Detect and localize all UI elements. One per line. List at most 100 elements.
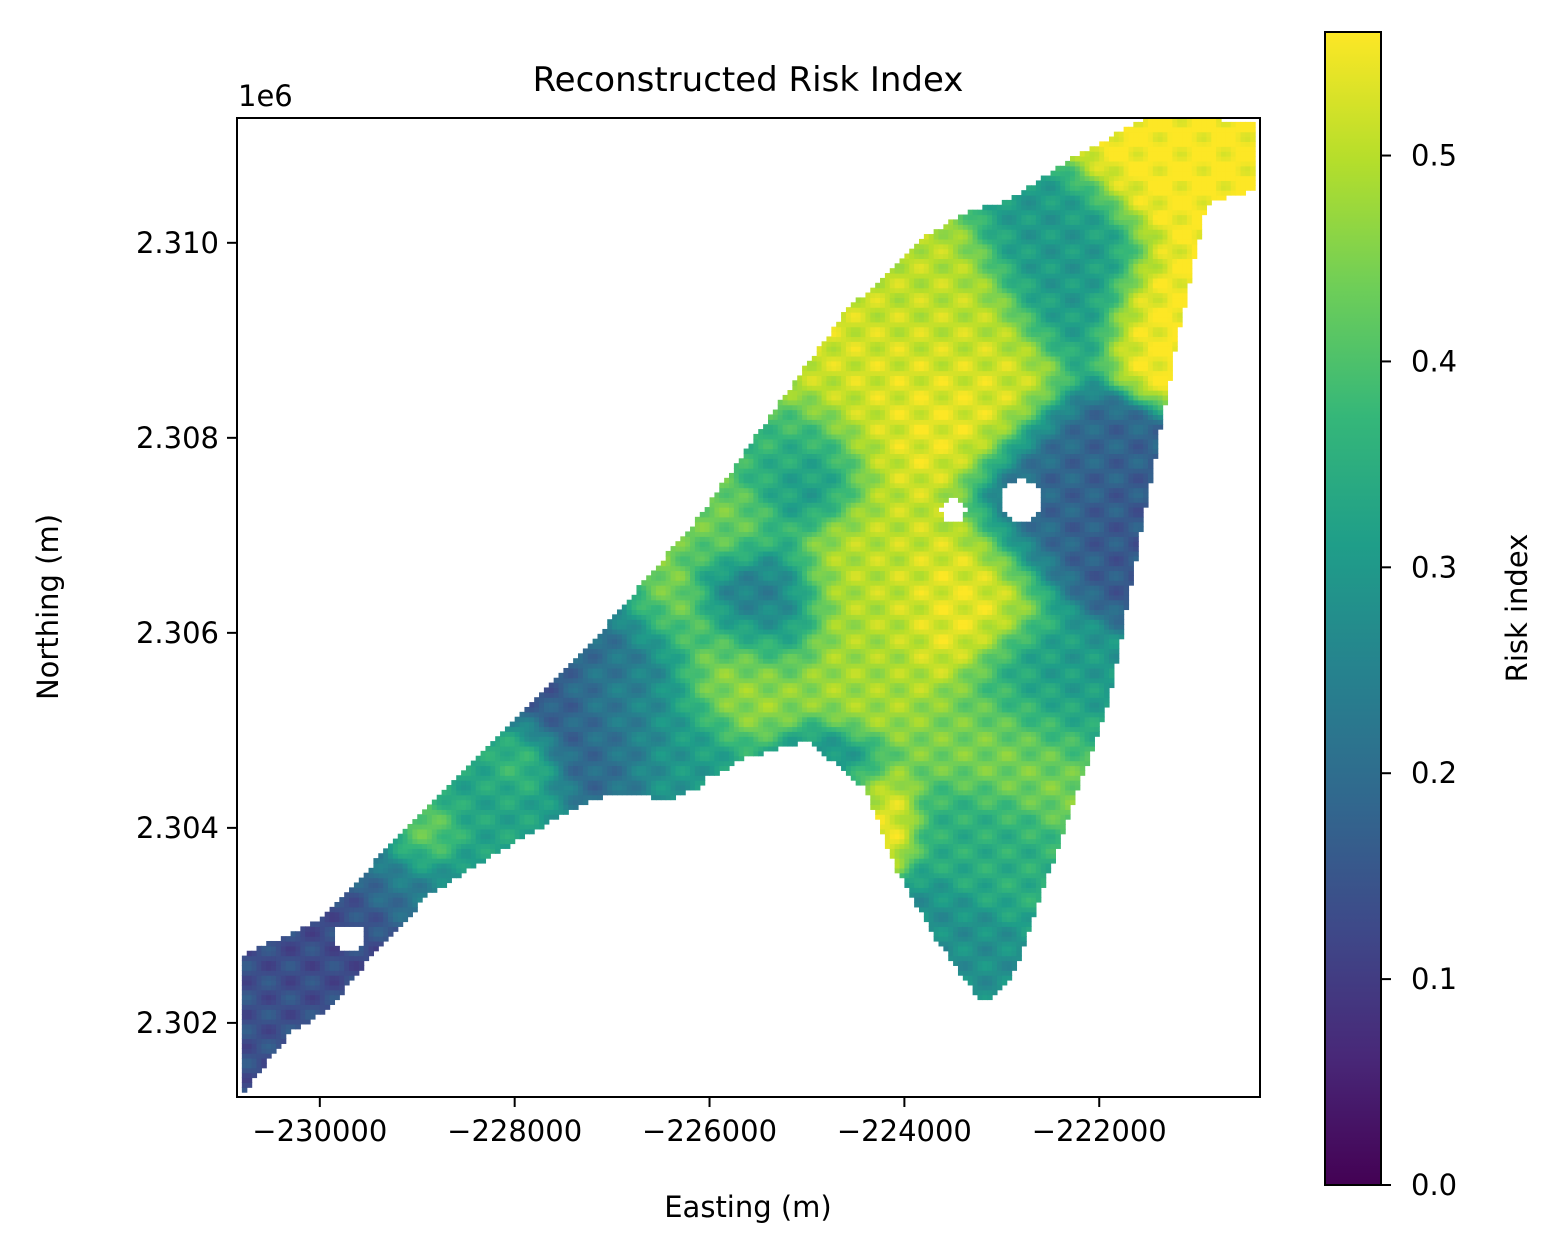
heatmap-cell <box>475 853 482 859</box>
heatmap-cell <box>719 604 725 611</box>
heatmap-cell <box>616 770 623 776</box>
heatmap-cell <box>490 770 496 776</box>
heatmap-cell <box>353 921 360 927</box>
heatmap-cell <box>802 663 808 669</box>
heatmap-cell <box>558 672 564 679</box>
heatmap-cell <box>621 721 628 728</box>
heatmap-cell <box>373 936 379 942</box>
heatmap-cell <box>806 633 813 640</box>
heatmap-cell <box>519 731 526 737</box>
heatmap-cell <box>261 1038 267 1044</box>
heatmap-cell <box>690 706 696 713</box>
heatmap-cell <box>524 731 530 737</box>
heatmap-cell <box>826 585 832 591</box>
heatmap-cell <box>280 984 287 991</box>
heatmap-cell <box>704 614 711 620</box>
heatmap-cell <box>821 390 828 396</box>
heatmap-cell <box>334 945 340 952</box>
heatmap-cell <box>558 736 564 742</box>
heatmap-cell <box>324 955 331 962</box>
heatmap-cell <box>845 750 852 757</box>
heatmap-cell <box>753 507 759 513</box>
heatmap-cell <box>568 736 574 742</box>
heatmap-cell <box>485 853 491 859</box>
heatmap-cell <box>767 643 774 650</box>
heatmap-cell <box>841 560 847 567</box>
heatmap-cell <box>285 1028 292 1035</box>
heatmap-cell <box>797 638 803 645</box>
heatmap-cell <box>811 628 818 635</box>
heatmap-cell <box>329 940 336 947</box>
heatmap-cell <box>694 575 701 581</box>
heatmap-cell <box>514 828 521 835</box>
heatmap-cell <box>836 477 842 484</box>
heatmap-cell <box>694 677 701 684</box>
heatmap-cell <box>782 565 789 572</box>
heatmap-cell <box>806 360 813 367</box>
heatmap-cell <box>806 507 813 513</box>
heatmap-cell <box>782 458 789 464</box>
heatmap-cell <box>529 794 535 801</box>
heatmap-cell <box>841 409 847 416</box>
heatmap-cell <box>592 706 599 713</box>
heatmap-cell <box>699 780 706 786</box>
heatmap-cell <box>714 507 720 513</box>
heatmap-cell <box>743 458 750 464</box>
heatmap-cell <box>850 355 857 362</box>
heatmap-cell <box>324 916 331 923</box>
heatmap-cell <box>806 516 813 523</box>
heatmap-cell <box>777 575 784 581</box>
heatmap-cell <box>612 770 618 776</box>
heatmap-cell <box>582 760 589 767</box>
heatmap-cell <box>845 541 852 547</box>
heatmap-cell <box>777 663 784 669</box>
heatmap-cell <box>821 507 828 513</box>
heatmap-cell <box>836 672 842 679</box>
heatmap-cell <box>548 775 555 781</box>
heatmap-cell <box>850 702 857 708</box>
heatmap-cell <box>621 706 628 713</box>
heatmap-cell <box>524 760 530 767</box>
heatmap-cell <box>724 477 730 484</box>
heatmap-cell <box>845 770 852 776</box>
heatmap-cell <box>485 794 491 801</box>
heatmap-cell <box>548 789 555 796</box>
heatmap-cell <box>300 936 306 942</box>
heatmap-cell <box>772 609 779 615</box>
heatmap-cell <box>753 453 759 459</box>
heatmap-cell <box>607 702 613 708</box>
heatmap-cell <box>314 945 321 952</box>
heatmap-cell <box>621 770 628 776</box>
heatmap-cell <box>582 653 589 659</box>
heatmap-cell <box>831 370 837 377</box>
heatmap-cell <box>777 589 784 596</box>
heatmap-cell <box>690 755 696 762</box>
heatmap-cell <box>646 736 652 742</box>
heatmap-cell <box>704 653 711 659</box>
heatmap-cell <box>675 624 681 630</box>
heatmap-cell <box>363 950 370 957</box>
heatmap-cell <box>519 823 526 830</box>
heatmap-cell <box>753 550 759 557</box>
heatmap-cell <box>587 760 594 767</box>
heatmap-cell <box>787 580 793 586</box>
heatmap-cell <box>724 633 730 640</box>
heatmap-cell <box>295 940 301 947</box>
heatmap-cell <box>699 755 706 762</box>
heatmap-cell <box>690 667 696 674</box>
heatmap-cell <box>612 677 618 684</box>
heatmap-cell <box>772 731 779 737</box>
heatmap-cell <box>797 526 803 533</box>
heatmap-cell <box>675 594 681 601</box>
heatmap-cell <box>748 497 754 503</box>
heatmap-cell <box>329 936 336 942</box>
heatmap-cell <box>748 604 754 611</box>
heatmap-cell <box>743 745 750 752</box>
heatmap-cell <box>772 472 779 479</box>
heatmap-cell <box>729 507 735 513</box>
heatmap-cell <box>714 697 720 703</box>
heatmap-cell <box>850 736 857 742</box>
heatmap-cell <box>602 789 608 796</box>
heatmap-cell <box>426 838 433 845</box>
heatmap-cell <box>733 750 740 757</box>
